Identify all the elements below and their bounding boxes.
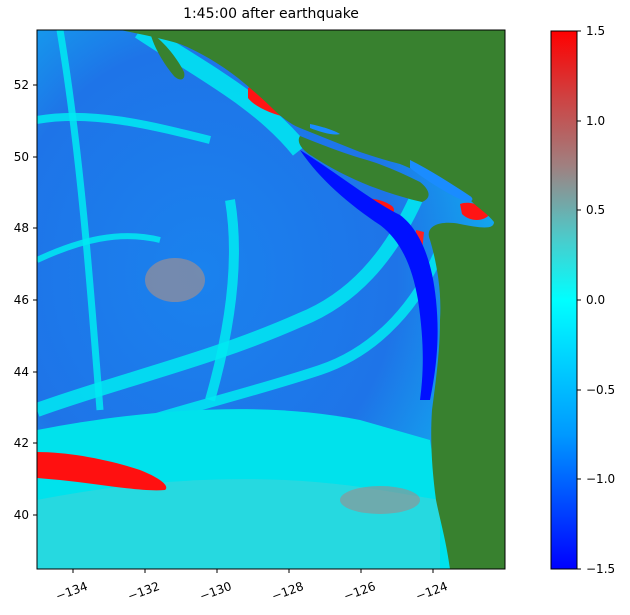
positive-anomaly bbox=[145, 258, 205, 302]
colorbar-tick-label: −1.0 bbox=[586, 472, 615, 486]
colorbar-gradient bbox=[550, 30, 578, 570]
x-axis: −134 −132 −130 −128 −126 −124 bbox=[54, 569, 450, 603]
land-mass bbox=[120, 30, 505, 569]
x-tick-label: −126 bbox=[342, 579, 378, 603]
y-axis: 52 50 48 46 44 42 40 bbox=[14, 78, 37, 522]
haida-gwaii bbox=[150, 32, 185, 80]
inland-water-2 bbox=[310, 124, 340, 135]
colorbar-tick-label: −0.5 bbox=[586, 383, 615, 397]
y-tick-label: 46 bbox=[14, 293, 29, 307]
y-tick-label: 50 bbox=[14, 150, 29, 164]
x-tick-label: −134 bbox=[54, 579, 90, 603]
x-tick-label: −130 bbox=[198, 579, 234, 603]
y-tick-label: 52 bbox=[14, 78, 29, 92]
x-tick-label: −128 bbox=[270, 579, 306, 603]
colorbar-tick-label: 0.5 bbox=[586, 203, 605, 217]
vancouver-island bbox=[298, 136, 429, 202]
colorbar: 1.5 1.0 0.5 0.0 −0.5 −1.0 −1.5 bbox=[550, 24, 615, 576]
colorbar-tick-label: −1.5 bbox=[586, 562, 615, 576]
colorbar-tick-label: 1.0 bbox=[586, 114, 605, 128]
map-panel bbox=[37, 30, 505, 569]
red-band-south bbox=[37, 452, 167, 491]
y-tick-label: 42 bbox=[14, 436, 29, 450]
south-light-band bbox=[37, 479, 440, 569]
deep-blue-coastal bbox=[300, 150, 438, 400]
colorbar-tick-label: 1.5 bbox=[586, 24, 605, 38]
x-tick-label: −124 bbox=[414, 579, 450, 603]
positive-anomaly-south bbox=[340, 486, 420, 514]
map-title: 1:45:00 after earthquake bbox=[183, 6, 359, 22]
y-tick-label: 40 bbox=[14, 508, 29, 522]
inland-water bbox=[410, 160, 473, 202]
red-patch-puget bbox=[460, 202, 490, 220]
x-tick-label: −132 bbox=[126, 579, 162, 603]
colorbar-tick-label: 0.0 bbox=[586, 293, 605, 307]
y-tick-label: 48 bbox=[14, 221, 29, 235]
y-tick-label: 44 bbox=[14, 365, 29, 379]
